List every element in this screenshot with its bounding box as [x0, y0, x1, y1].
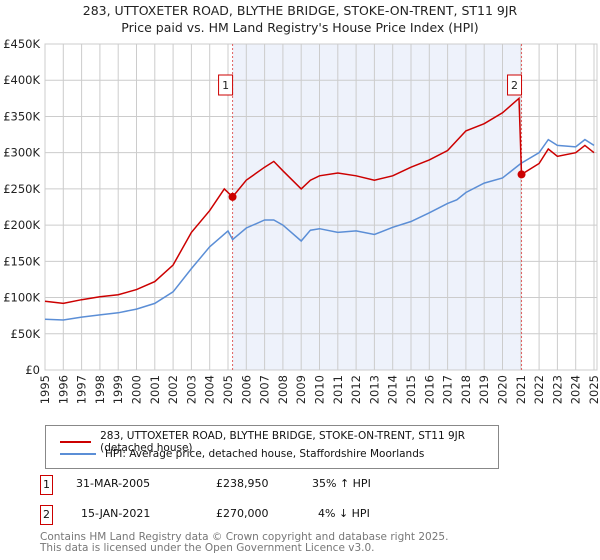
- transaction-hpi: 4% ↓ HPI: [318, 507, 370, 520]
- transaction-date: 31-MAR-2005: [76, 477, 151, 490]
- marker-label: 2: [511, 79, 518, 92]
- marker-badge: 1: [40, 475, 53, 495]
- shaded-period: [232, 44, 522, 370]
- x-tick-label: 2022: [532, 375, 546, 404]
- legend-label: HPI: Average price, detached house, Staf…: [105, 448, 425, 460]
- y-tick-label: £450K: [3, 37, 40, 51]
- sale-point: [228, 192, 237, 201]
- y-tick-label: £100K: [3, 291, 40, 305]
- y-tick-label: £250K: [3, 182, 40, 196]
- x-tick-label: 2005: [221, 375, 235, 404]
- legend-swatch-red: [60, 441, 92, 443]
- x-tick-label: 2010: [313, 375, 327, 404]
- x-tick-label: 2007: [258, 375, 272, 404]
- x-tick-label: 1996: [56, 375, 70, 404]
- line-chart: 1995 1996 1997 1998 1999 2000 2001 2002 2003 2004…: [3, 37, 600, 404]
- footer-line: This data is licensed under the Open Gov…: [40, 542, 375, 554]
- x-tick-label: 1998: [93, 375, 107, 404]
- x-tick-label: 2018: [459, 375, 473, 404]
- marker-label: 1: [222, 79, 229, 92]
- transaction-price: £238,950: [216, 477, 269, 490]
- x-tick-label: 2000: [130, 375, 144, 404]
- x-tick-label: 2023: [550, 375, 564, 404]
- sale-point: [517, 170, 526, 179]
- legend-swatch-blue: [60, 453, 96, 455]
- y-tick-label: £150K: [3, 254, 40, 268]
- transaction-date: 15-JAN-2021: [81, 507, 151, 520]
- x-tick-label: 2001: [148, 375, 162, 404]
- legend-item-property: 283, UTTOXETER ROAD, BLYTHE BRIDGE, STOK…: [60, 430, 498, 454]
- x-tick-label: 1995: [38, 375, 52, 404]
- x-tick-label: 2002: [166, 375, 180, 404]
- y-tick-label: £350K: [3, 109, 40, 123]
- y-tick-label: £50K: [11, 327, 41, 341]
- footer: Contains HM Land Registry data © Crown c…: [40, 532, 448, 554]
- plot-border: [44, 43, 598, 371]
- x-tick-label: 1997: [75, 375, 89, 404]
- x-tick-label: 2021: [514, 375, 528, 404]
- x-tick-label: 2015: [404, 375, 418, 404]
- x-tick-label: 2012: [349, 375, 363, 404]
- transaction-hpi: 35% ↑ HPI: [312, 477, 371, 490]
- x-tick-label: 2019: [477, 375, 491, 404]
- marker-badge: 2: [40, 505, 53, 525]
- legend-item-hpi: HPI: Average price, detached house, Staf…: [60, 448, 424, 460]
- x-tick-label: 2006: [239, 375, 253, 404]
- y-tick-label: £200K: [3, 218, 40, 232]
- marker-label-box: [218, 74, 234, 96]
- x-tick-label: 2011: [331, 375, 345, 404]
- y-tick-label: £300K: [3, 146, 40, 160]
- x-tick-label: 2017: [441, 375, 455, 404]
- chart-subtitle: Price paid vs. HM Land Registry's House …: [121, 20, 479, 35]
- x-tick-label: 2014: [386, 375, 400, 404]
- legend-label: 283, UTTOXETER ROAD, BLYTHE BRIDGE, STOK…: [100, 430, 466, 454]
- x-tick-label: 2013: [367, 375, 381, 404]
- footer-line: Contains HM Land Registry data © Crown c…: [40, 531, 449, 543]
- x-tick-label: 2016: [422, 375, 436, 404]
- x-tick-label: 2003: [184, 375, 198, 404]
- chart-title: 283, UTTOXETER ROAD, BLYTHE BRIDGE, STOK…: [82, 3, 518, 18]
- legend: 283, UTTOXETER ROAD, BLYTHE BRIDGE, STOK…: [45, 425, 499, 469]
- x-tick-label: 2020: [496, 375, 510, 404]
- x-tick-label: 1999: [111, 375, 125, 404]
- x-tick-label: 2004: [203, 375, 217, 404]
- x-tick-label: 2008: [276, 375, 290, 404]
- x-tick-label: 2025: [587, 375, 600, 404]
- y-tick-label: £400K: [3, 73, 40, 87]
- transaction-row: 2 15-JAN-2021 £270,000 4% ↓ HPI: [40, 505, 540, 525]
- transaction-row: 1 31-MAR-2005 £238,950 35% ↑ HPI: [40, 475, 540, 495]
- y-tick-label: £0: [25, 363, 40, 377]
- x-tick-label: 2024: [569, 375, 583, 404]
- x-tick-label: 2009: [294, 375, 308, 404]
- marker-label-box: [507, 74, 523, 96]
- transaction-price: £270,000: [216, 507, 269, 520]
